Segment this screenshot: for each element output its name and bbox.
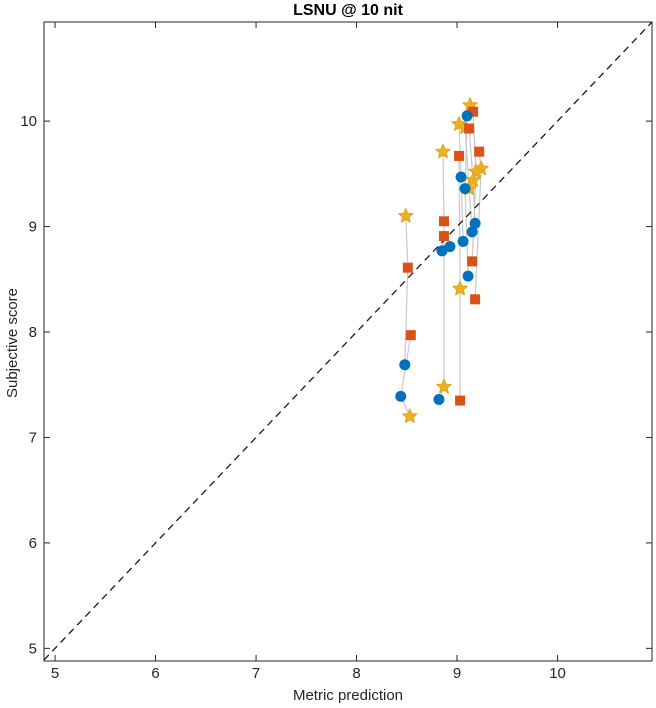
square-marker [474,146,485,157]
circle-marker [459,183,471,195]
axes-box [43,21,653,662]
circle-marker [462,270,474,282]
identity-line [43,21,653,661]
square-marker [454,150,465,161]
y-tick-label: 5 [29,640,37,657]
circle-marker [399,359,411,371]
x-tick-label: 10 [549,665,566,682]
y-tick-label: 7 [29,429,37,446]
x-tick-label: 6 [151,665,159,682]
star-marker [435,143,451,159]
star-marker [402,408,418,424]
square-marker [455,395,466,406]
star-marker [398,207,414,223]
circle-marker [433,393,445,405]
circle-marker [436,245,448,257]
star-series [398,97,489,424]
x-tick-label: 5 [51,665,59,682]
square-marker [467,256,478,267]
circle-marker [457,235,469,247]
square-marker [464,123,475,134]
x-tick-label: 9 [453,665,461,682]
x-tick-label: 7 [252,665,260,682]
square-marker [470,294,481,305]
square-series [402,106,485,406]
square-marker [468,106,479,117]
square-marker [405,330,416,341]
x-axis-label: Metric prediction [292,687,404,704]
circle-marker [469,217,481,229]
square-marker [402,262,413,273]
circle-marker [455,171,467,183]
star-marker [436,378,452,394]
circle-marker [466,226,478,238]
axis-ticks: 5 6 7 8 9 10 5 6 7 8 9 10 [20,22,652,682]
chart-title: LSNU @ 10 nit [293,2,403,19]
circle-marker [395,390,407,402]
circle-marker [461,110,473,122]
y-tick-label: 6 [29,535,37,552]
square-marker [438,216,449,227]
y-tick-label: 8 [29,324,37,341]
star-marker [452,280,468,296]
square-marker [438,231,449,242]
y-tick-label: 10 [20,113,37,130]
y-tick-label: 9 [29,219,37,236]
x-tick-label: 8 [352,665,360,682]
circle-series [395,110,481,405]
